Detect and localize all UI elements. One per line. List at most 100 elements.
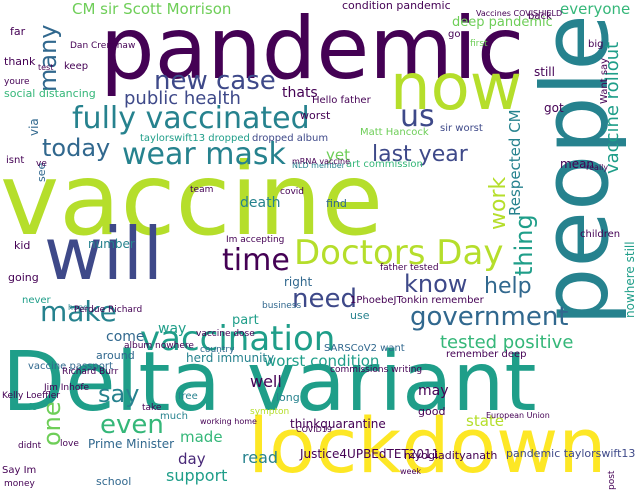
cloud-word: part <box>232 313 259 328</box>
cloud-word: Matt Hancock <box>360 127 429 138</box>
cloud-word: public health <box>124 88 241 109</box>
cloud-word: free <box>178 391 198 402</box>
cloud-word: NLD member <box>292 161 345 170</box>
cloud-word: day <box>178 450 206 468</box>
cloud-word: Delta variant <box>2 335 537 430</box>
cloud-word: go <box>448 29 461 40</box>
cloud-word: yet <box>326 146 350 164</box>
cloud-word: Vaccines COVISHIELD <box>476 9 563 18</box>
cloud-word: use <box>350 309 370 322</box>
cloud-word: sir worst <box>440 123 483 134</box>
cloud-word: didnt <box>18 441 42 451</box>
cloud-word: CM sir Scott Morrison <box>72 0 232 18</box>
cloud-word: help <box>484 274 532 299</box>
cloud-word: will <box>44 212 163 296</box>
cloud-word: good <box>418 405 446 418</box>
cloud-word: mean <box>560 157 595 171</box>
cloud-word: via <box>27 118 41 136</box>
cloud-word: last year <box>372 142 468 167</box>
cloud-word: death <box>240 195 281 211</box>
cloud-word: new case <box>154 66 276 96</box>
cloud-word: going <box>8 271 39 284</box>
cloud-word: many <box>34 24 62 93</box>
cloud-word: love <box>60 439 79 449</box>
cloud-word: Jim Inhofe <box>44 383 90 393</box>
cloud-word: week <box>400 467 422 476</box>
cloud-word: thank <box>4 55 36 68</box>
cloud-word: pandemic taylorswift13 <box>506 447 636 460</box>
cloud-word: thing <box>510 214 538 276</box>
cloud-word: Richard Burr <box>62 367 119 377</box>
cloud-word: children <box>580 229 621 240</box>
cloud-word: herd immunity <box>186 351 275 365</box>
cloud-word: vaccine dose <box>196 329 255 339</box>
cloud-word: read <box>242 448 279 467</box>
cloud-word: working home <box>200 417 257 426</box>
cloud-word: vaccine passport <box>28 361 113 372</box>
cloud-word: come <box>106 329 145 345</box>
cloud-word: worst condition <box>264 352 380 370</box>
cloud-word: vaccine <box>0 141 384 258</box>
cloud-word: condition pandemic <box>342 0 451 12</box>
cloud-word: deep pandemic <box>452 15 553 30</box>
cloud-word: lockdown <box>248 401 607 490</box>
cloud-word: SARSCoV2 want <box>324 343 405 354</box>
cloud-word: make <box>40 295 117 328</box>
cloud-word: fully vaccinated <box>72 101 310 136</box>
cloud-word: first <box>470 39 488 49</box>
cloud-word: today <box>42 134 111 162</box>
cloud-word: myogiadityanath <box>404 449 498 462</box>
cloud-word: youre <box>4 77 30 87</box>
cloud-word: even <box>100 410 164 440</box>
cloud-word: need <box>292 284 357 314</box>
cloud-word: safe <box>18 403 37 413</box>
cloud-word: wear mask <box>122 137 286 172</box>
cloud-word: way <box>158 321 187 337</box>
cloud-word: Im accepting <box>226 235 285 245</box>
cloud-word: thats <box>282 85 318 101</box>
cloud-word: time <box>222 243 290 278</box>
cloud-word: COVID19 <box>296 425 332 434</box>
cloud-word: well <box>250 372 282 391</box>
cloud-word: team <box>190 185 214 195</box>
cloud-word: everyone <box>560 0 631 18</box>
cloud-word: big <box>588 39 604 50</box>
cloud-word: much <box>160 411 188 422</box>
cloud-word: Say Im <box>2 465 37 476</box>
cloud-word: got <box>544 101 564 115</box>
cloud-word: Dan Crenshaw <box>70 41 136 51</box>
cloud-word: Doctors Day <box>294 233 504 273</box>
cloud-word: thinkquarantine <box>290 417 386 431</box>
cloud-word: never <box>22 295 51 306</box>
cloud-word: album nowhere <box>124 341 194 351</box>
cloud-word: right <box>284 275 313 289</box>
cloud-word: art commission <box>346 159 423 170</box>
cloud-word: business <box>262 301 302 311</box>
cloud-word: Hello father <box>312 95 371 106</box>
cloud-word: Prime Minister <box>88 437 175 451</box>
cloud-word: mRNA vaccine <box>292 157 350 166</box>
cloud-word: hope <box>68 303 88 312</box>
cloud-word: remember deep <box>446 349 527 360</box>
cloud-word: commissions writing <box>330 365 423 375</box>
cloud-word: made <box>180 428 223 446</box>
cloud-word: dropped album <box>252 133 329 144</box>
cloud-word: isnt <box>6 155 25 166</box>
cloud-word: European Union <box>486 411 550 420</box>
cloud-word: post <box>607 470 617 490</box>
cloud-word: test <box>38 63 54 72</box>
cloud-word: really <box>586 163 609 172</box>
cloud-word: taylorswift13 dropped <box>140 133 250 144</box>
cloud-word: long <box>276 391 300 404</box>
cloud-word: may <box>418 383 449 399</box>
cloud-word: state <box>466 412 504 430</box>
cloud-word: vaccination <box>140 319 336 359</box>
cloud-word: find <box>326 197 347 210</box>
cloud-word: us <box>400 99 435 134</box>
cloud-word: country <box>200 345 235 355</box>
cloud-word: say <box>98 380 140 408</box>
cloud-word: kid <box>14 239 31 252</box>
cloud-word: support <box>166 466 228 485</box>
cloud-word: back <box>528 11 552 22</box>
cloud-word: sympton <box>250 407 290 417</box>
